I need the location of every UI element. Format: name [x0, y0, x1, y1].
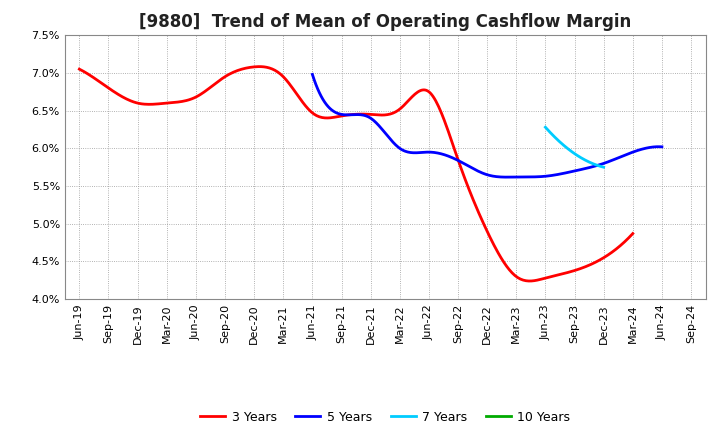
7 Years — [548, 132, 557, 137]
5 Years — [422, 150, 431, 155]
Line: 7 Years: 7 Years — [546, 127, 603, 167]
7 Years — [560, 143, 569, 149]
Line: 5 Years: 5 Years — [312, 74, 662, 177]
Line: 3 Years: 3 Years — [79, 66, 633, 281]
7 Years — [564, 147, 573, 152]
3 Years — [476, 213, 485, 219]
3 Years — [75, 66, 84, 72]
3 Years — [526, 279, 534, 284]
3 Years — [479, 220, 487, 225]
Title: [9880]  Trend of Mean of Operating Cashflow Margin: [9880] Trend of Mean of Operating Cashfl… — [139, 13, 631, 31]
5 Years — [503, 175, 511, 180]
3 Years — [296, 96, 305, 101]
5 Years — [446, 154, 455, 160]
7 Years — [577, 156, 586, 161]
3 Years — [142, 102, 150, 107]
Legend: 3 Years, 5 Years, 7 Years, 10 Years: 3 Years, 5 Years, 7 Years, 10 Years — [195, 406, 575, 429]
7 Years — [541, 125, 550, 130]
7 Years — [599, 165, 608, 170]
3 Years — [629, 231, 637, 236]
3 Years — [425, 89, 433, 95]
7 Years — [583, 159, 592, 164]
3 Years — [257, 64, 266, 69]
5 Years — [657, 144, 666, 150]
5 Years — [561, 170, 570, 176]
3 Years — [256, 64, 264, 69]
5 Years — [308, 72, 317, 77]
7 Years — [583, 158, 592, 164]
5 Years — [350, 112, 359, 117]
5 Years — [528, 174, 537, 180]
5 Years — [563, 170, 572, 175]
